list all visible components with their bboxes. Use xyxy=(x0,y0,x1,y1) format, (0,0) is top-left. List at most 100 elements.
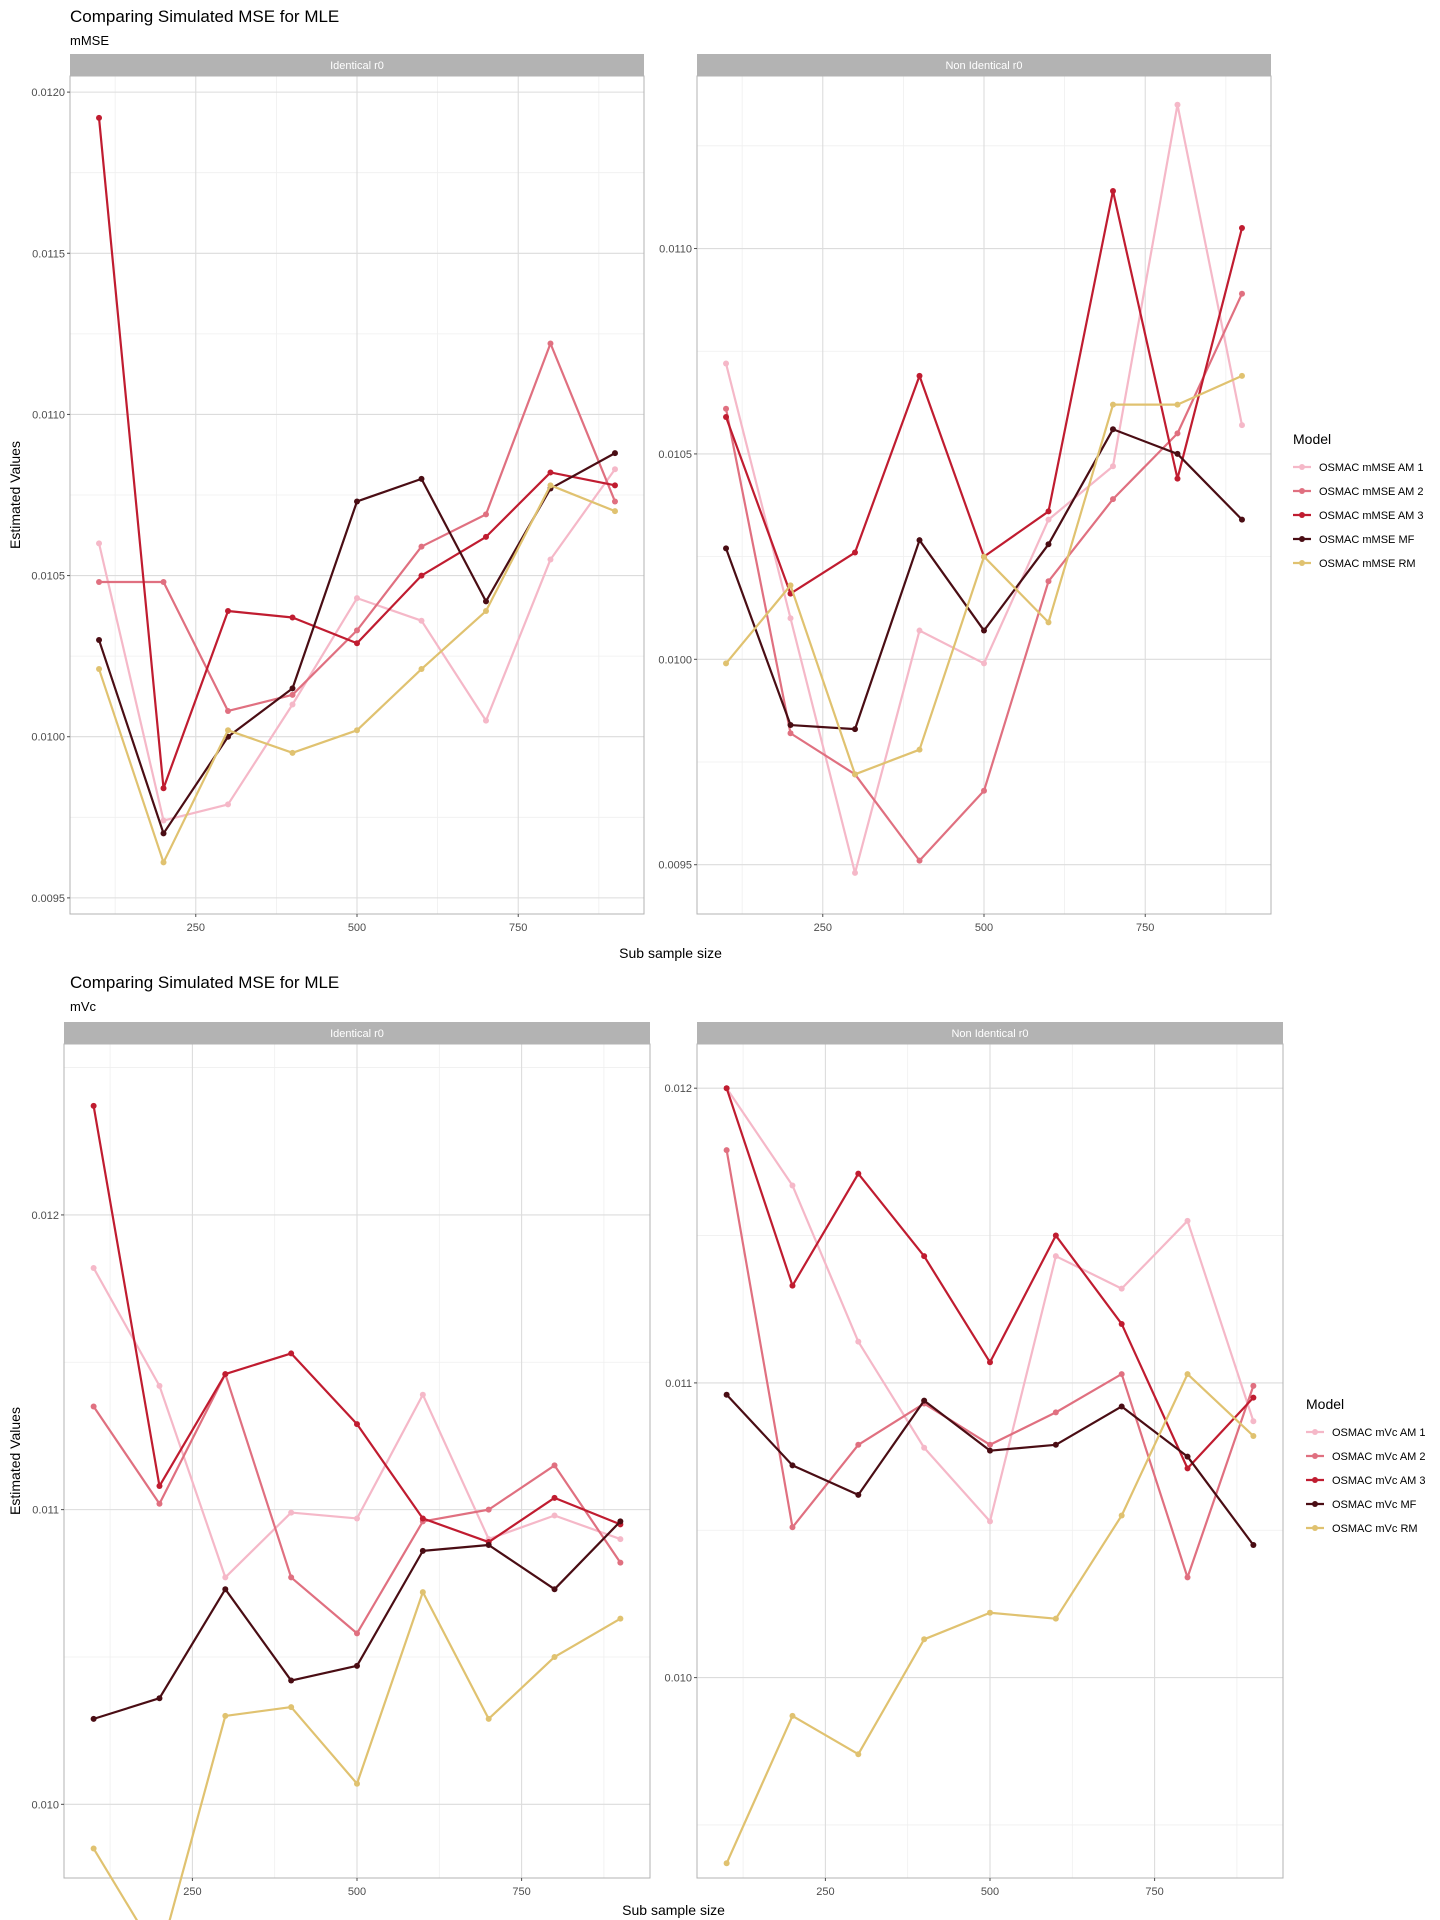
legend-item: OSMAC mMSE AM 1 xyxy=(1293,462,1424,474)
data-point xyxy=(789,1462,796,1469)
data-point xyxy=(1118,1285,1125,1292)
x-tick-label: 500 xyxy=(348,1886,366,1898)
data-point xyxy=(288,1350,295,1357)
legend-label: OSMAC mMSE RM xyxy=(1319,558,1416,570)
legend-key-point xyxy=(1299,488,1305,494)
data-point xyxy=(419,1547,426,1554)
legend-item: OSMAC mVc RM xyxy=(1306,1523,1418,1535)
data-point xyxy=(222,1371,229,1378)
data-point xyxy=(916,627,923,634)
data-point xyxy=(1045,578,1052,585)
data-point xyxy=(1045,508,1052,515)
data-point xyxy=(723,1391,730,1398)
data-point xyxy=(787,722,794,729)
data-point xyxy=(160,830,167,837)
data-point xyxy=(225,707,232,714)
legend-item: OSMAC mVc AM 1 xyxy=(1306,1427,1426,1439)
data-point xyxy=(1174,401,1181,408)
data-point xyxy=(482,511,489,518)
data-point xyxy=(1184,1453,1191,1460)
data-point xyxy=(723,360,730,367)
data-point xyxy=(617,1615,624,1622)
legend-label: OSMAC mVc MF xyxy=(1332,1499,1417,1511)
data-point xyxy=(160,579,167,586)
data-point xyxy=(855,1491,862,1498)
facet-strip-label: Non Identical r0 xyxy=(945,60,1022,72)
facet-panel-1: Identical r0 0.010 0.011 0.012 250 500 750 xyxy=(31,1022,651,1920)
y-tick-label: 0.011 xyxy=(665,1378,692,1390)
data-point xyxy=(419,1515,426,1522)
data-point xyxy=(160,817,167,824)
data-point xyxy=(1250,1394,1257,1401)
legend-label: OSMAC mVc AM 1 xyxy=(1332,1427,1426,1439)
legend-item: OSMAC mMSE AM 2 xyxy=(1293,486,1424,498)
chart-subtitle: mMSE xyxy=(70,33,109,48)
data-point xyxy=(551,1462,558,1469)
data-point xyxy=(418,572,425,579)
y-tick-label: 0.0095 xyxy=(31,893,65,905)
data-point xyxy=(485,1541,492,1548)
data-point xyxy=(611,508,618,515)
data-point xyxy=(1045,541,1052,548)
data-point xyxy=(723,1860,730,1867)
data-point xyxy=(222,1574,229,1581)
data-point xyxy=(156,1695,163,1702)
data-point xyxy=(852,771,859,778)
data-point xyxy=(288,1704,295,1711)
data-point xyxy=(288,1574,295,1581)
data-point xyxy=(611,450,618,457)
data-point xyxy=(354,595,360,602)
data-point xyxy=(225,608,232,615)
legend: Model OSMAC mVc AM 1 OSMAC mVc AM 2 OSMAC m… xyxy=(1306,1396,1426,1535)
data-point xyxy=(1250,1432,1257,1439)
chart-subtitle: mVc xyxy=(70,999,97,1014)
data-point xyxy=(90,1403,97,1410)
series-AM2 xyxy=(723,1147,1257,1581)
data-point xyxy=(617,1518,624,1525)
data-point xyxy=(354,498,360,505)
y-tick-label: 0.0105 xyxy=(31,571,65,583)
data-point xyxy=(156,1500,163,1507)
data-point xyxy=(90,1715,97,1722)
data-point xyxy=(485,1715,492,1722)
legend-item: OSMAC mMSE AM 3 xyxy=(1293,510,1424,522)
legend-title: Model xyxy=(1293,431,1331,447)
data-point xyxy=(418,666,425,673)
data-point xyxy=(916,372,923,379)
legend-key-point xyxy=(1312,1453,1318,1459)
series-MF xyxy=(723,426,1245,733)
data-point xyxy=(354,1780,360,1787)
data-point xyxy=(981,627,987,634)
data-point xyxy=(723,1085,730,1092)
y-tick-label: 0.011 xyxy=(32,1505,59,1517)
data-point xyxy=(551,1512,558,1519)
data-point xyxy=(852,549,859,556)
data-point xyxy=(288,1677,295,1684)
data-point xyxy=(723,545,730,552)
data-point xyxy=(485,1506,492,1513)
data-point xyxy=(551,1653,558,1660)
data-point xyxy=(987,1518,993,1525)
legend-label: OSMAC mVc AM 2 xyxy=(1332,1451,1426,1463)
series-MF xyxy=(90,1518,624,1722)
data-point xyxy=(156,1483,163,1490)
legend-item: OSMAC mVc MF xyxy=(1306,1499,1417,1511)
data-point xyxy=(482,533,489,540)
facet-strip xyxy=(697,1022,1283,1044)
data-point xyxy=(418,543,425,550)
chart-title: Comparing Simulated MSE for MLE xyxy=(70,973,339,992)
data-point xyxy=(987,1359,993,1366)
data-point xyxy=(289,691,296,698)
facet-strip xyxy=(64,1022,650,1044)
series-AM2 xyxy=(96,340,618,714)
x-tick-label: 250 xyxy=(187,922,205,934)
data-point xyxy=(1118,1403,1125,1410)
chart-title: Comparing Simulated MSE for MLE xyxy=(70,7,339,26)
legend-key-point xyxy=(1299,560,1305,566)
data-point xyxy=(855,1441,862,1448)
data-point xyxy=(981,553,987,560)
series-MF xyxy=(723,1391,1257,1548)
x-tick-label: 500 xyxy=(981,1886,999,1898)
y-tick-label: 0.0100 xyxy=(31,732,65,744)
x-tick-label: 750 xyxy=(512,1886,530,1898)
